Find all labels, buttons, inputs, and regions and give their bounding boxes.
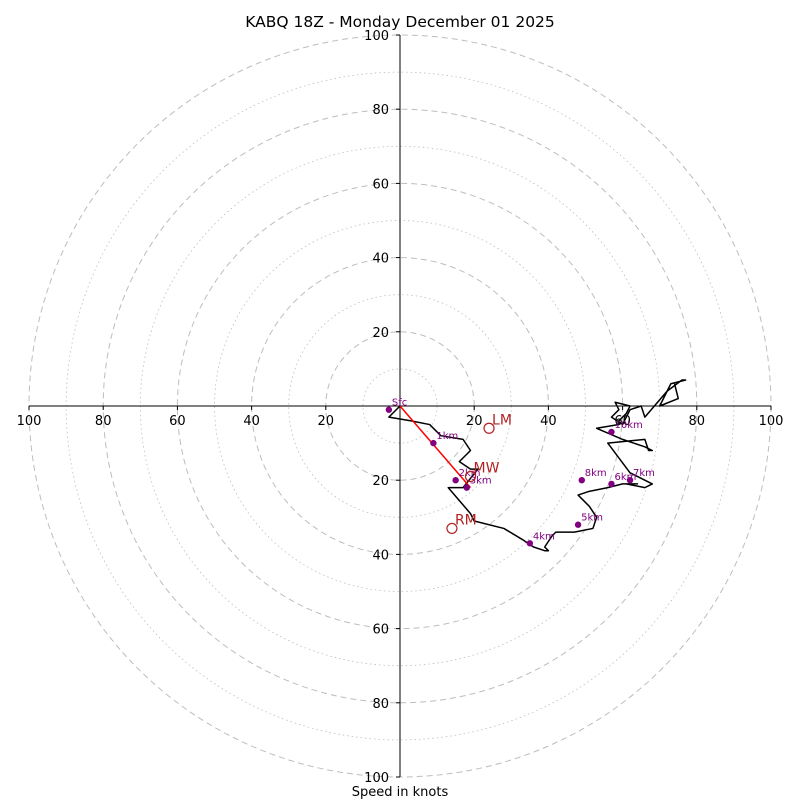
y-tick-label: 100 (364, 29, 389, 44)
y-tick-label: 40 (372, 548, 389, 563)
height-marker-label: 5km (581, 513, 603, 524)
x-tick-label: 60 (169, 414, 186, 429)
height-marker-dot (608, 428, 615, 436)
height-marker-label: 10km (614, 420, 642, 431)
height-marker-label: 2km (459, 468, 481, 479)
height-marker-dot (574, 521, 582, 528)
x-axis-label: Speed in knots (352, 785, 449, 800)
height-marker-dot (463, 484, 470, 491)
height-marker-dot (608, 480, 615, 488)
y-tick-label: 100 (364, 771, 389, 786)
height-marker-dot (626, 477, 634, 484)
height-marker-dot (452, 477, 459, 484)
hodograph-line (388, 379, 687, 552)
storm-motion-label: MW (473, 460, 499, 476)
height-marker-label: 3km (470, 476, 492, 487)
y-tick-label: 80 (372, 697, 389, 712)
storm-motion-markers: LM MW RM (446, 412, 512, 535)
height-marker-dot (578, 477, 585, 484)
height-marker-dot (385, 406, 393, 413)
x-tick-label: 40 (540, 414, 557, 429)
storm-motion-marker (446, 522, 458, 535)
bunkers-right-line (399, 405, 472, 489)
x-tick-label: 100 (759, 414, 784, 429)
y-tick-label: 20 (372, 326, 389, 341)
height-marker-label: 8km (585, 468, 607, 479)
hodograph-series (388, 379, 687, 552)
chart-title: KABQ 18Z - Monday December 01 2025 (245, 13, 555, 31)
height-marker-dot (526, 540, 534, 547)
x-tick-label: 80 (689, 414, 706, 429)
storm-motion-label: LM (492, 412, 512, 428)
storm-motion-label: RM (455, 512, 477, 528)
x-tick-label: 20 (466, 414, 483, 429)
storm-motion-marker (483, 422, 495, 434)
y-tick-label: 60 (372, 177, 389, 192)
y-tick-label: 20 (372, 474, 389, 489)
y-tick-label: 80 (372, 103, 389, 118)
x-tick-label: 100 (17, 414, 42, 429)
height-marker-label: 4km (533, 531, 555, 542)
height-marker-label: 1km (436, 431, 458, 442)
y-tick-label: 40 (372, 252, 389, 267)
storm-motion-marker (464, 470, 477, 483)
x-tick-label: 80 (95, 414, 112, 429)
x-tick-label: 20 (318, 414, 335, 429)
height-marker-label: 7km (633, 468, 655, 479)
x-tick-label: 40 (243, 414, 260, 429)
height-marker-label: Sfc (392, 398, 407, 409)
y-tick-label: 60 (372, 623, 389, 638)
height-marker-label: 6km (614, 472, 636, 483)
height-marker-dot (430, 439, 437, 447)
